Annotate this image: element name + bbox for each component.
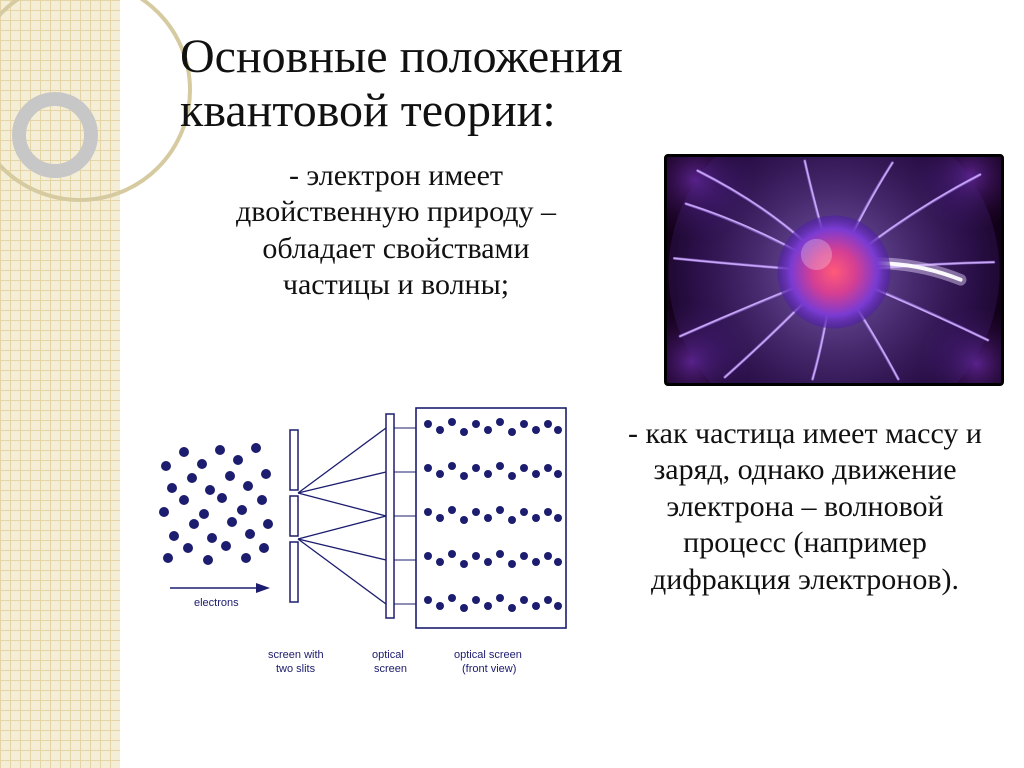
bullet-2-line: электрона – волновой [666, 490, 943, 523]
label-electrons: electrons [194, 597, 239, 609]
plasma-image [664, 154, 1004, 386]
bullet-2: - как частица имеет массу и заряд, однак… [606, 398, 1004, 599]
label-front-1: optical screen [454, 649, 522, 661]
title-line-2: квантовой теории: [180, 84, 556, 137]
plasma-svg [667, 157, 1001, 383]
label-front-2: (front view) [462, 663, 516, 675]
label-optical-2: screen [374, 663, 407, 675]
double-slit-diagram: electrons screen with two slits [150, 398, 580, 705]
bullet-1-line: частицы и волны; [283, 268, 509, 301]
bullet-2-line: процесс (например [683, 526, 927, 559]
bullet-2-line: - как частица имеет массу и [628, 417, 982, 450]
slide-title: Основные положения квантовой теории: [150, 30, 1004, 138]
bullet-1-line: двойственную природу – [236, 195, 556, 228]
label-slits-1: screen with [268, 649, 324, 661]
row-2: electrons screen with two slits [150, 398, 1004, 705]
bullet-1: - электрон имеет двойственную природу – … [150, 154, 642, 304]
bullet-1-line: - электрон имеет [289, 159, 503, 192]
label-optical-1: optical [372, 649, 404, 661]
title-line-1: Основные положения [180, 30, 623, 83]
row-1: - электрон имеет двойственную природу – … [150, 154, 1004, 386]
label-slits-2: two slits [276, 663, 316, 675]
bullet-2-line: дифракция электронов). [651, 563, 959, 596]
double-slit-svg: electrons screen with two slits [150, 400, 580, 700]
bullet-1-line: обладает свойствами [262, 232, 529, 265]
slide-content: Основные положения квантовой теории: - э… [120, 0, 1024, 768]
bullet-2-line: заряд, однако движение [653, 453, 956, 486]
